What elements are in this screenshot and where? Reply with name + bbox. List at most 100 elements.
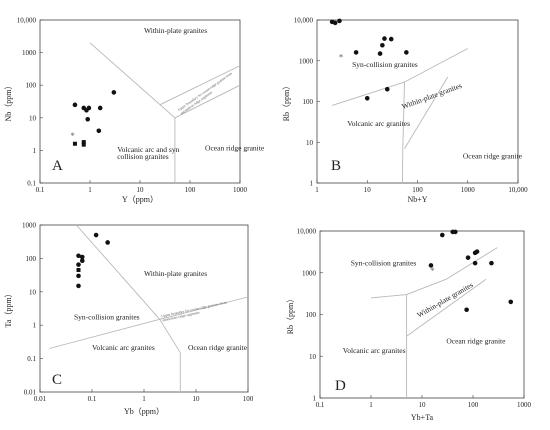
panel-a-y-tick-label: 1 (33, 147, 37, 155)
panel-d-letter: D (335, 378, 346, 394)
panel-b-point-circle (380, 42, 385, 48)
panel-c-y-tick-label: 0.1 (27, 355, 36, 363)
panel-b-x-tick-label: 10,000 (508, 186, 528, 194)
panel-d-point-circle (472, 260, 478, 266)
panel-b-x-tick-label: 1 (315, 186, 319, 194)
panel-c-y-tick-label: 0.01 (24, 389, 37, 397)
panel-b-point-circle (382, 36, 387, 41)
panel-b-point-star: * (339, 53, 344, 63)
panel-a: 0.1 1 10 100 1000 0.1 1 10 100 1000 10,000 Y（ppm） Nb… (4, 17, 265, 205)
panel-a-y-tick-label: 0.1 (27, 180, 36, 188)
panel-c-y-tick-label: 1 (33, 322, 37, 330)
panel-d-x-tick-label: 1000 (517, 401, 532, 409)
panel-b-point-circle (337, 18, 342, 24)
panel-a-x-tick-label: 100 (185, 186, 196, 194)
panel-c-x-tick-label: 0.1 (88, 395, 97, 403)
panel-a-field-label: collision granites (117, 152, 169, 161)
panel-b-x-tick-label: 100 (412, 186, 423, 194)
panel-a-field-label: Volcanic arc and syn (117, 145, 179, 154)
panel-a-x-tick-label: 0.1 (36, 186, 45, 194)
panel-d-y-tick-label: 1000 (302, 269, 317, 277)
panel-b-field-label: Syn-collision granites (352, 60, 418, 69)
panel-b-field-label: Volcanic arc granites (347, 119, 410, 128)
panel-a-field-label: Ocean ridge granite (205, 143, 265, 152)
panel-b-x-axis-title: Nb+Y (407, 195, 427, 204)
panel-d-point-circle (474, 249, 480, 254)
panel-a-point-square (81, 142, 86, 147)
panel-b-y-tick-label: 1 (310, 180, 314, 188)
panel-c-x-tick-label: 0.01 (34, 395, 47, 403)
panel-c-y-tick-label: 100 (26, 255, 37, 263)
panel-d: 0.1 1 10 100 1000110100100010,000Yb+TaRb（ppm… (286, 228, 532, 423)
panel-a-boundary-note: Upper boundary for ocean-ridge granite f… (177, 71, 233, 112)
panel-c-field-label: Ocean ridge granite (188, 343, 248, 352)
panel-c-point-circle (76, 283, 81, 289)
panel-a-y-tick-label: 10,000 (17, 17, 37, 25)
panel-c-field-label: Within-plate granites (144, 269, 207, 278)
panel-c-point-circle (79, 258, 85, 264)
panel-c-letter: C (52, 372, 62, 388)
panel-b-point-circle (364, 95, 370, 101)
panel-b-point-circle (377, 51, 383, 56)
panel-a-field-label: Within-plate granites (144, 26, 207, 35)
panel-d-point-circle (464, 307, 469, 313)
panel-a-point-star: * (70, 131, 75, 141)
panel-a-point-circle (85, 116, 91, 122)
panel-c-y-tick-label: 10 (29, 288, 37, 296)
panel-a-y-tick-label: 1000 (22, 49, 37, 57)
panel-d-x-tick-label: 100 (468, 401, 479, 409)
panel-d-y-axis-title: Rb（ppm） (286, 295, 295, 335)
panel-a-field-boundary (89, 42, 176, 183)
panel-a-point-circle (96, 128, 102, 134)
panel-a-point-circle (72, 102, 78, 108)
panel-d-point-star: * (430, 266, 435, 276)
panel-d-x-tick-label: 10 (419, 401, 427, 409)
panel-d-y-tick-label: 10,000 (297, 228, 317, 236)
panel-d-y-tick-label: 100 (306, 311, 317, 319)
panel-a-letter: A (52, 158, 63, 174)
panel-a-point-square (81, 140, 86, 145)
panel-c-point-circle (79, 254, 85, 260)
panel-b-field-boundary (404, 76, 449, 149)
panel-c-x-tick-label: 100 (243, 395, 254, 403)
panel-b-x-tick-label: 10 (364, 186, 372, 194)
panel-d-field-label: Ocean ridge granite (446, 337, 506, 346)
panel-b: 1 10 100 1000 10,000 1 10 100 1000 10,000 Nb+Y Rb（p… (282, 17, 528, 205)
panel-c-point-circle (76, 273, 81, 279)
panel-b-point-circle (384, 86, 390, 92)
panel-c-plot-frame (39, 224, 249, 393)
panel-b-y-tick-label: 10 (306, 139, 314, 147)
panel-b-point-circle (404, 50, 409, 55)
panel-a-point-circle (111, 90, 117, 95)
panel-b-letter: B (331, 158, 341, 174)
panel-c: 0.01 0.1 1 10 100 0.01 0.1 1 10 100 1000 Yb（ppm） Ta（… (4, 222, 254, 417)
panel-d-point-circle (508, 299, 514, 305)
panel-c-point-square (76, 267, 81, 272)
panel-c-y-axis-title: Ta（ppm） (4, 289, 13, 327)
panel-d-point-circle (465, 255, 471, 260)
panel-a-y-axis-title: Nb（ppm） (4, 82, 13, 122)
panel-a-x-tick-label: 10 (137, 186, 145, 194)
panel-d-x-tick-label: 1 (369, 401, 373, 409)
panel-c-point-circle (76, 253, 81, 259)
panel-c-field-boundary (159, 319, 181, 392)
panel-d-field-boundary (406, 278, 487, 337)
panel-d-y-tick-label: 10 (309, 353, 317, 361)
panel-a-y-tick-label: 10 (29, 114, 37, 122)
panel-a-point-square (72, 141, 77, 146)
panel-d-field-label: Within-plate granites (415, 280, 474, 319)
panel-a-x-axis-title: Y（ppm） (122, 195, 158, 204)
panel-d-field-boundary (370, 247, 498, 299)
panel-d-y-tick-label: 1 (313, 395, 317, 403)
panel-a-x-tick-label: 1 (88, 186, 92, 194)
panel-d-point-circle (439, 232, 445, 238)
panel-b-y-axis-title: Rb（ppm） (282, 82, 291, 122)
panel-c-point-circle (76, 262, 81, 267)
panel-b-field-label: Ocean ridge granite (463, 151, 523, 160)
panel-b-x-tick-label: 1000 (461, 186, 476, 194)
panel-b-point-circle (353, 50, 359, 55)
panel-c-point-circle (93, 232, 99, 238)
panel-d-point-circle (453, 229, 458, 235)
